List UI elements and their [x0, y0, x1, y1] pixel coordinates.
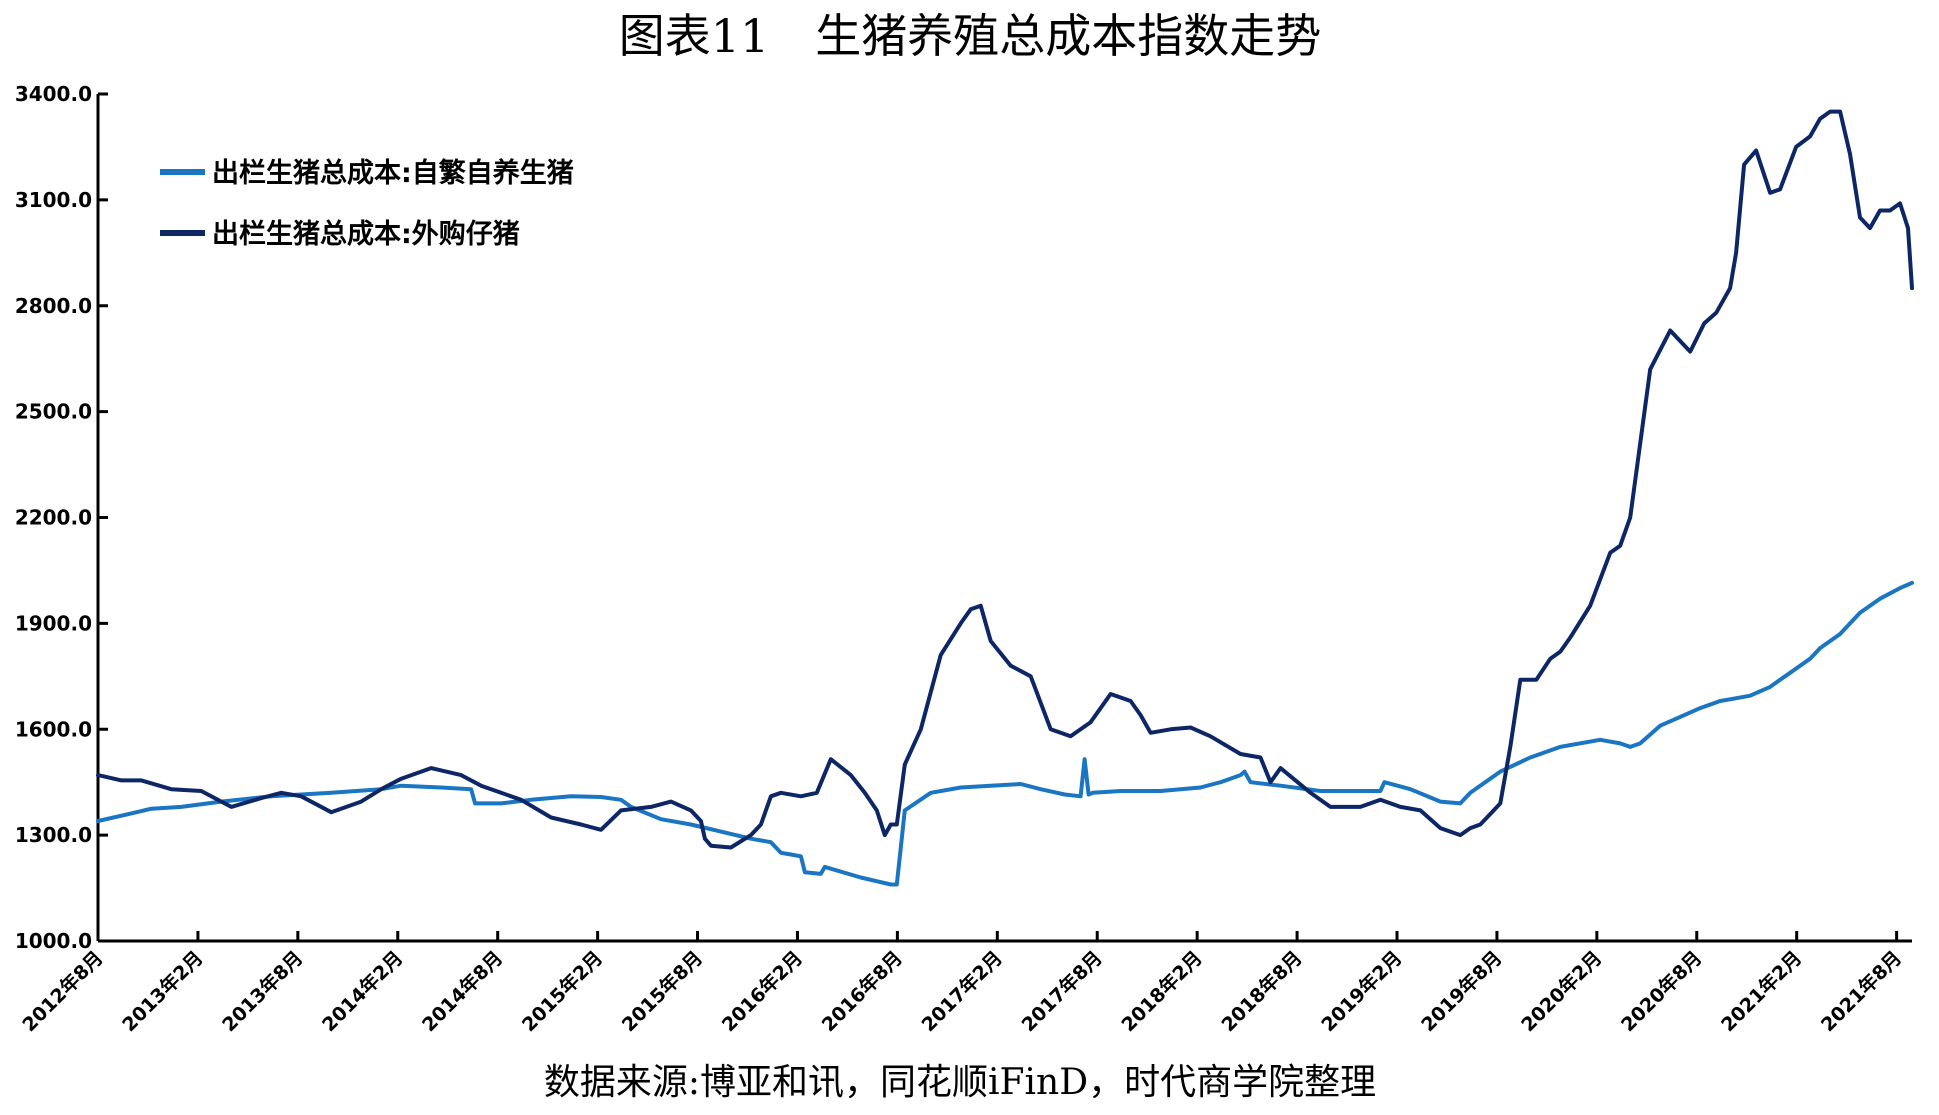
y-tick-label: 1000.0 [15, 929, 92, 953]
legend-label-self-bred: 出栏生猪总成本:自繁自养生猪 [212, 157, 574, 189]
x-tick-label: 2016年8月 [817, 946, 907, 1036]
source-note: 数据来源:博亚和讯，同花顺iFinD，时代商学院整理 [544, 1062, 1376, 1103]
x-tick-label: 2017年8月 [1017, 946, 1107, 1036]
x-tick-label: 2019年2月 [1317, 946, 1407, 1036]
series-line-purchased-piglets [96, 109, 1914, 850]
series-group [96, 109, 1914, 887]
x-tick-label: 2015年8月 [617, 946, 707, 1036]
x-tick-label: 2019年8月 [1417, 946, 1507, 1036]
x-tick-label: 2020年2月 [1516, 946, 1606, 1036]
x-tick-label: 2021年8月 [1816, 946, 1906, 1036]
x-tick-label: 2013年8月 [218, 946, 308, 1036]
y-ticks: 1000.0 1300.0 1600.0 1900.0 2200.0 2500.0 2800… [15, 82, 108, 953]
x-tick-label: 2015年2月 [517, 946, 607, 1036]
x-tick-label: 2017年2月 [917, 946, 1007, 1036]
x-ticks: 2012年8月 2013年2月 2013年8月 2014年2月 2014年8月 2015年… [18, 931, 1906, 1036]
y-tick-label: 2500.0 [15, 400, 92, 424]
x-tick-label: 2013年2月 [118, 946, 208, 1036]
x-tick-label: 2020年8月 [1616, 946, 1706, 1036]
y-tick-label: 3100.0 [15, 188, 92, 212]
y-tick-label: 3400.0 [15, 82, 92, 106]
x-tick-label: 2012年8月 [18, 946, 108, 1036]
legend-label-purchased-piglets: 出栏生猪总成本:外购仔猪 [212, 219, 520, 250]
series-line-self-bred [96, 580, 1914, 887]
x-tick-label: 2018年8月 [1217, 946, 1307, 1036]
x-tick-label: 2014年8月 [417, 946, 507, 1036]
x-tick-label: 2018年2月 [1117, 946, 1207, 1036]
x-tick-label: 2014年2月 [317, 946, 407, 1036]
y-tick-label: 2800.0 [15, 294, 92, 318]
x-tick-label: 2016年2月 [717, 946, 807, 1036]
legend: 出栏生猪总成本:自繁自养生猪 出栏生猪总成本:外购仔猪 [160, 157, 574, 250]
y-tick-label: 1900.0 [15, 611, 92, 635]
y-tick-label: 1300.0 [15, 823, 92, 847]
chart-title: 图表11 生猪养殖总成本指数走势 [619, 9, 1322, 63]
y-tick-label: 1600.0 [15, 717, 92, 741]
y-tick-label: 2200.0 [15, 506, 92, 530]
x-tick-label: 2021年2月 [1716, 946, 1806, 1036]
